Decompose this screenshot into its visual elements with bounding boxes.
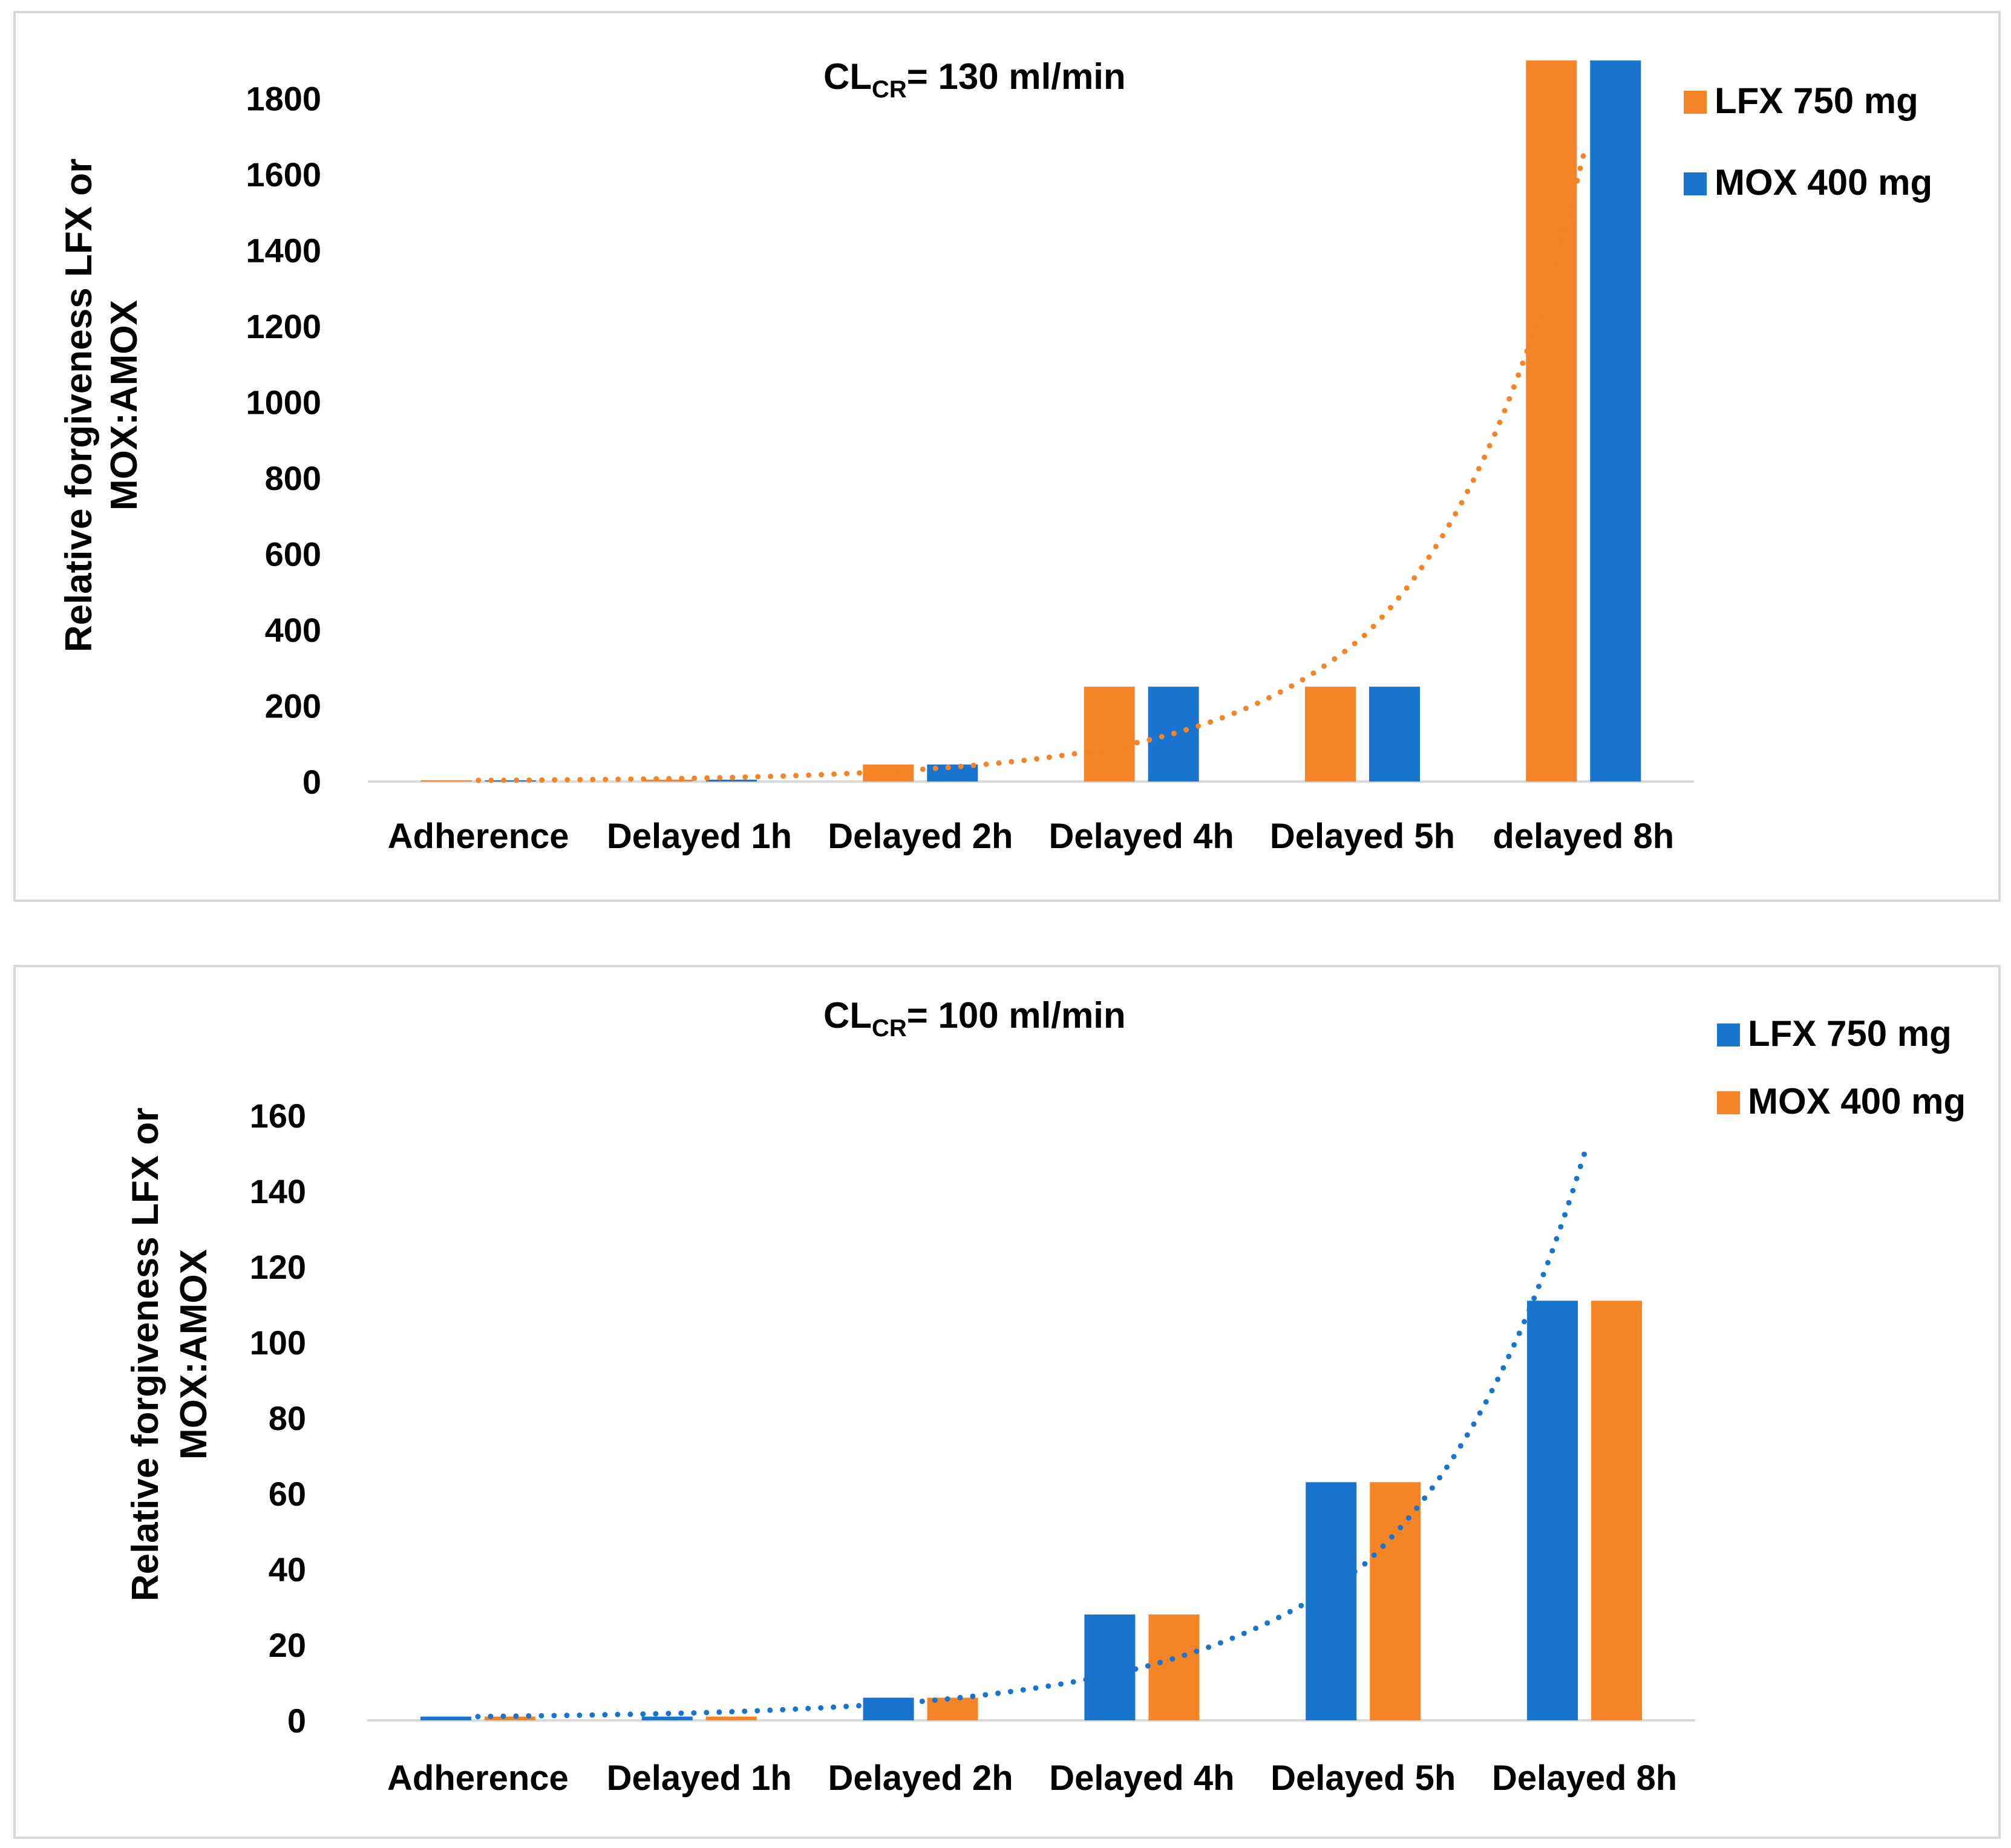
bottom-y-axis-label: Relative forgiveness LFX or MOX:AMOX bbox=[125, 1108, 215, 1602]
bottom-y-tick-label: 160 bbox=[250, 1097, 306, 1135]
bottom-y-tick-label: 20 bbox=[269, 1626, 306, 1664]
top-y-tick-label: 1200 bbox=[246, 307, 321, 345]
bottom-y-tick-label: 100 bbox=[250, 1324, 306, 1362]
top-bar-lfx bbox=[420, 780, 472, 782]
bottom-legend-label: LFX 750 mg bbox=[1748, 1013, 1952, 1054]
bottom-bar-lfx bbox=[1527, 1301, 1578, 1720]
bottom-legend-swatch bbox=[1717, 1024, 1740, 1046]
bottom-y-tick-label: 80 bbox=[269, 1399, 306, 1437]
bottom-x-tick-label: Delayed 2h bbox=[828, 1758, 1013, 1798]
top-chart-title: CLCR= 130 ml/min bbox=[823, 56, 1126, 103]
top-y-tick-label: 800 bbox=[265, 459, 321, 497]
top-y-tick-label: 1000 bbox=[246, 384, 321, 422]
bottom-bar-lfx bbox=[863, 1697, 914, 1720]
top-x-tick-label: Delayed 5h bbox=[1270, 817, 1455, 856]
top-y-tick-label: 1800 bbox=[246, 80, 321, 118]
top-legend-swatch bbox=[1684, 91, 1707, 114]
bottom-y-tick-label: 140 bbox=[250, 1172, 306, 1210]
top-x-tick-label: Adherence bbox=[388, 817, 569, 856]
top-y-tick-label: 0 bbox=[302, 763, 321, 801]
top-legend-label: LFX 750 mg bbox=[1715, 80, 1918, 121]
top-bar-lfx bbox=[1526, 60, 1577, 782]
chart-panel-top: CLCR= 130 ml/min Relative forgiveness LFX… bbox=[13, 11, 2001, 902]
top-bar-mox bbox=[1369, 687, 1420, 782]
bottom-x-tick-label: Delayed 1h bbox=[607, 1758, 792, 1798]
top-y-tick-label: 1600 bbox=[246, 155, 321, 194]
bottom-bar-mox bbox=[1148, 1615, 1200, 1720]
bottom-bar-lfx bbox=[1306, 1482, 1357, 1720]
bottom-x-tick-label: Adherence bbox=[387, 1758, 569, 1798]
bottom-bar-mox bbox=[705, 1716, 757, 1720]
top-legend-label: MOX 400 mg bbox=[1715, 162, 1932, 203]
bottom-x-tick-label: Delayed 8h bbox=[1492, 1758, 1677, 1798]
chart-bottom: CLCR= 100 ml/min Relative forgiveness LFX… bbox=[125, 995, 1966, 1798]
bottom-bar-lfx bbox=[420, 1716, 471, 1720]
bottom-y-tick-label: 0 bbox=[287, 1702, 306, 1740]
top-x-tick-label: Delayed 2h bbox=[828, 817, 1013, 856]
top-legend-swatch bbox=[1684, 172, 1707, 195]
bottom-bar-mox bbox=[484, 1716, 535, 1720]
bottom-bar-mox bbox=[1370, 1482, 1421, 1720]
bottom-x-tick-label: Delayed 4h bbox=[1049, 1758, 1234, 1798]
top-trendline bbox=[476, 152, 1586, 783]
top-y-tick-label: 400 bbox=[265, 611, 321, 649]
chart-top: CLCR= 130 ml/min Relative forgiveness LFX… bbox=[58, 56, 1932, 856]
top-x-tick-label: Delayed 1h bbox=[607, 817, 792, 856]
bottom-chart-title: CLCR= 100 ml/min bbox=[823, 995, 1126, 1042]
top-x-tick-label: delayed 8h bbox=[1493, 817, 1674, 856]
bottom-x-tick-label: Delayed 5h bbox=[1270, 1758, 1456, 1798]
bottom-y-tick-label: 60 bbox=[269, 1475, 306, 1513]
bottom-bar-mox bbox=[1591, 1301, 1643, 1720]
top-bar-mox bbox=[485, 780, 536, 782]
top-bar-lfx bbox=[1305, 687, 1356, 782]
bottom-legend-label: MOX 400 mg bbox=[1748, 1081, 1966, 1122]
bottom-y-tick-label: 120 bbox=[250, 1248, 306, 1286]
top-x-tick-label: Delayed 4h bbox=[1049, 817, 1234, 856]
bottom-trendline bbox=[475, 1151, 1588, 1720]
top-bar-mox bbox=[706, 779, 757, 782]
bottom-bar-lfx bbox=[1084, 1615, 1136, 1720]
top-y-tick-label: 600 bbox=[265, 535, 321, 573]
chart-panel-bottom: CLCR= 100 ml/min Relative forgiveness LFX… bbox=[13, 965, 2001, 1839]
bottom-bar-lfx bbox=[641, 1716, 693, 1720]
top-bar-lfx bbox=[1084, 687, 1135, 782]
top-bar-mox bbox=[1590, 60, 1641, 782]
bottom-legend-swatch bbox=[1717, 1091, 1740, 1114]
top-y-tick-label: 1400 bbox=[246, 232, 321, 270]
bottom-y-tick-label: 40 bbox=[269, 1550, 306, 1588]
top-y-tick-label: 200 bbox=[265, 687, 321, 725]
top-y-axis-label: Relative forgiveness LFX orMOX:AMOX bbox=[58, 158, 145, 653]
